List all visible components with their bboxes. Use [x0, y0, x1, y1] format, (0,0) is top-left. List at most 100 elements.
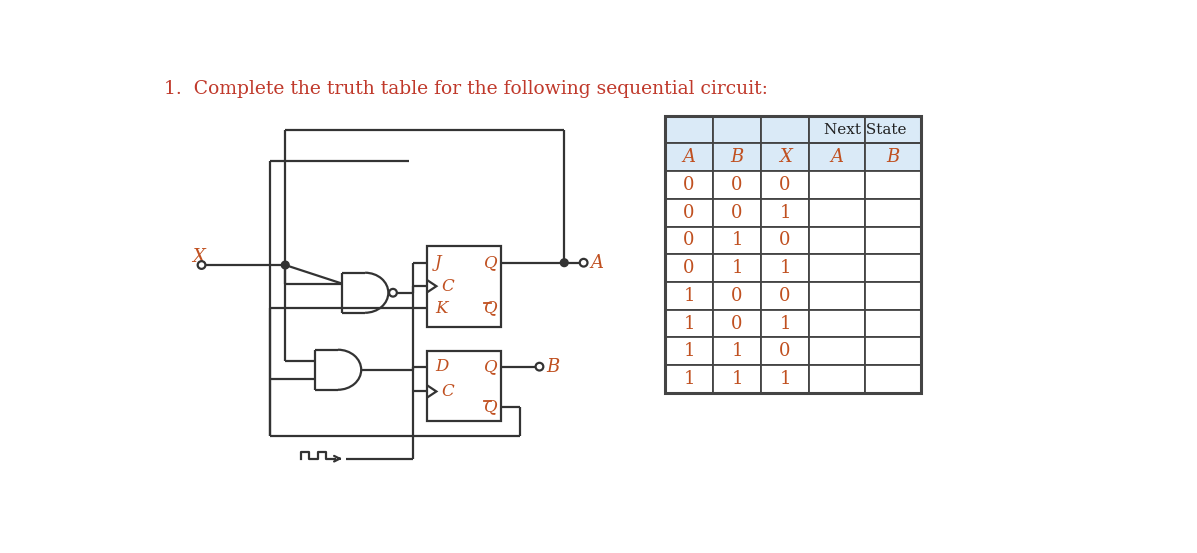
Bar	[427, 351, 500, 421]
Text: 0: 0	[779, 342, 791, 360]
Bar	[666, 254, 713, 282]
Text: C: C	[440, 383, 454, 400]
Text: 0: 0	[683, 176, 694, 194]
Bar	[761, 143, 809, 171]
Bar	[666, 365, 713, 393]
Text: 0: 0	[683, 231, 694, 249]
Text: 0: 0	[779, 231, 791, 249]
Bar	[865, 199, 920, 227]
Circle shape	[560, 259, 569, 267]
Bar	[865, 282, 920, 310]
Bar	[809, 171, 865, 199]
Bar	[809, 254, 865, 282]
Bar	[666, 310, 713, 337]
Text: 1: 1	[731, 231, 743, 249]
Text: X: X	[193, 248, 205, 267]
Text: 0: 0	[731, 204, 743, 222]
Text: 1: 1	[731, 370, 743, 388]
Bar	[809, 310, 865, 337]
Bar	[865, 337, 920, 365]
Text: 0: 0	[779, 176, 791, 194]
Bar	[809, 365, 865, 393]
Bar	[809, 282, 865, 310]
Bar	[761, 365, 809, 393]
Bar	[865, 143, 920, 171]
Text: 0: 0	[731, 176, 743, 194]
Text: Q: Q	[484, 358, 497, 375]
Text: 1: 1	[683, 342, 694, 360]
Bar	[666, 199, 713, 227]
Bar	[809, 227, 865, 254]
Bar	[865, 365, 920, 393]
Text: X: X	[779, 148, 791, 166]
Bar	[666, 117, 920, 393]
Text: 0: 0	[683, 259, 694, 277]
Bar	[666, 171, 713, 199]
Bar	[713, 117, 761, 143]
Bar	[713, 254, 761, 282]
Bar	[761, 227, 809, 254]
Text: 1: 1	[731, 259, 743, 277]
Text: A: A	[682, 148, 695, 166]
Text: B: B	[546, 358, 560, 375]
Bar	[713, 171, 761, 199]
Bar	[865, 254, 920, 282]
Bar	[865, 117, 920, 143]
Text: 1: 1	[683, 370, 694, 388]
Text: Q: Q	[484, 398, 497, 415]
Bar	[761, 310, 809, 337]
Text: 0: 0	[731, 287, 743, 305]
Bar	[713, 227, 761, 254]
Bar	[666, 227, 713, 254]
Bar	[713, 143, 761, 171]
Bar	[761, 171, 809, 199]
Bar	[713, 282, 761, 310]
Bar	[809, 117, 865, 143]
Text: 1: 1	[779, 315, 791, 332]
Text: 1: 1	[683, 315, 694, 332]
Circle shape	[198, 261, 206, 269]
Text: 1: 1	[683, 287, 694, 305]
Bar	[761, 254, 809, 282]
Text: Q: Q	[484, 254, 497, 271]
Circle shape	[389, 289, 397, 296]
Bar	[666, 282, 713, 310]
Bar	[809, 143, 865, 171]
Bar	[666, 337, 713, 365]
Text: 1.  Complete the truth table for the following sequential circuit:: 1. Complete the truth table for the foll…	[164, 80, 767, 98]
Bar	[761, 282, 809, 310]
Text: 1: 1	[779, 370, 791, 388]
Circle shape	[579, 259, 588, 267]
Text: B: B	[730, 148, 743, 166]
Bar	[809, 337, 865, 365]
Text: K: K	[435, 300, 448, 317]
Text: Q: Q	[484, 300, 497, 317]
Bar	[865, 227, 920, 254]
Text: A: A	[590, 254, 603, 272]
Text: Next State: Next State	[824, 123, 906, 137]
Bar	[713, 337, 761, 365]
Text: 1: 1	[779, 204, 791, 222]
Text: C: C	[440, 278, 454, 295]
Text: B: B	[886, 148, 899, 166]
Bar	[713, 365, 761, 393]
Bar	[865, 310, 920, 337]
Text: A: A	[831, 148, 844, 166]
Text: 1: 1	[779, 259, 791, 277]
Bar	[427, 246, 500, 327]
Circle shape	[281, 261, 290, 269]
Text: J: J	[435, 254, 442, 271]
Text: 0: 0	[731, 315, 743, 332]
Text: 0: 0	[779, 287, 791, 305]
Bar	[713, 199, 761, 227]
Text: 1: 1	[731, 342, 743, 360]
Text: D: D	[435, 358, 448, 375]
Bar	[865, 171, 920, 199]
Text: 0: 0	[683, 204, 694, 222]
Bar	[666, 143, 713, 171]
Bar	[713, 310, 761, 337]
Bar	[809, 199, 865, 227]
Circle shape	[535, 363, 543, 371]
Bar	[666, 117, 713, 143]
Bar	[761, 117, 809, 143]
